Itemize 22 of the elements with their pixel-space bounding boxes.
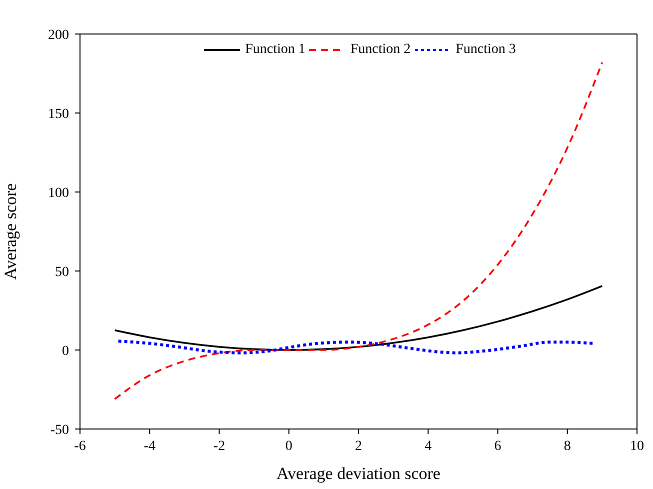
y-tick-label: -50 <box>50 422 69 438</box>
y-tick-label: 50 <box>55 264 69 280</box>
x-tick-label: -6 <box>74 438 86 454</box>
legend-label: Function 3 <box>456 42 516 58</box>
y-tick-label: 100 <box>48 186 69 201</box>
x-tick-label: 2 <box>355 438 362 454</box>
y-tick-label: 200 <box>48 28 69 43</box>
x-tick-label: 10 <box>630 438 644 454</box>
legend-label: Function 2 <box>350 42 411 58</box>
x-axis-title: Average deviation score <box>276 464 440 483</box>
y-axis-title: Average score <box>1 183 20 280</box>
y-tick-label: 0 <box>62 344 69 359</box>
line-series <box>114 62 604 400</box>
x-tick-label: 6 <box>494 438 502 454</box>
x-tick-label: -4 <box>144 438 156 454</box>
x-tick-label: 4 <box>424 438 432 454</box>
legend-label: Function 1 <box>245 42 306 58</box>
y-tick-label: 150 <box>48 106 69 122</box>
line-series <box>114 285 604 351</box>
x-tick-label: 0 <box>285 438 292 454</box>
x-tick-label: 8 <box>564 438 571 454</box>
x-tick-label: -2 <box>213 438 226 454</box>
